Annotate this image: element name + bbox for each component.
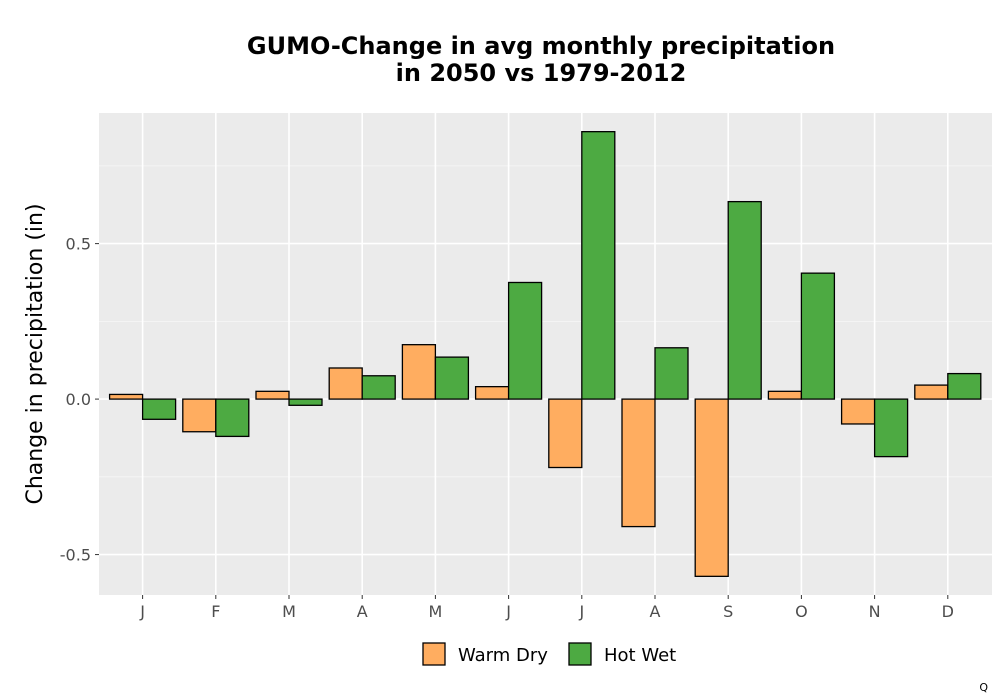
bar-hot-wet-11 bbox=[947, 372, 982, 400]
bar-warm-dry-0 bbox=[108, 393, 144, 400]
bar-hot-wet-10 bbox=[873, 398, 909, 458]
x-tick-label-3: A bbox=[357, 602, 368, 621]
bar-warm-dry-3 bbox=[328, 367, 363, 400]
y-axis-title: Change in precipitation (in) bbox=[23, 203, 48, 504]
x-tick-label-9: O bbox=[795, 602, 808, 621]
x-tick-label-4: M bbox=[428, 602, 442, 621]
x-tick-label-11: D bbox=[942, 602, 954, 621]
bar-hot-wet-5 bbox=[507, 281, 543, 400]
x-tick-label-8: S bbox=[723, 602, 733, 621]
bar-warm-dry-10 bbox=[840, 398, 876, 425]
bar-hot-wet-7 bbox=[654, 347, 689, 400]
bar-hot-wet-8 bbox=[727, 200, 762, 400]
y-tick-label-0: -0.5 bbox=[60, 546, 91, 565]
bar-warm-dry-9 bbox=[767, 390, 803, 400]
chart-title-line-2: in 2050 vs 1979-2012 bbox=[396, 59, 687, 87]
legend-swatch-hot-wet bbox=[568, 642, 592, 666]
bar-warm-dry-6 bbox=[548, 398, 583, 469]
x-tick-label-2: M bbox=[282, 602, 296, 621]
bar-warm-dry-4 bbox=[401, 344, 437, 400]
bar-hot-wet-1 bbox=[215, 398, 250, 438]
bar-warm-dry-2 bbox=[255, 390, 290, 400]
legend-swatch-warm-dry bbox=[422, 642, 446, 666]
bar-hot-wet-0 bbox=[141, 398, 177, 420]
plot-panel bbox=[99, 113, 992, 595]
bars bbox=[108, 131, 982, 577]
bar-hot-wet-4 bbox=[434, 356, 470, 400]
x-tick-label-1: F bbox=[211, 602, 220, 621]
y-tick-label-1: 0.0 bbox=[66, 390, 91, 409]
y-tick-label-2: 0.5 bbox=[66, 235, 91, 254]
x-tick-label-5: J bbox=[505, 602, 511, 621]
x-tick-label-7: A bbox=[650, 602, 661, 621]
x-tick-label-10: N bbox=[869, 602, 881, 621]
corner-mark: Q bbox=[979, 681, 988, 694]
bar-hot-wet-9 bbox=[800, 272, 836, 400]
bar-hot-wet-2 bbox=[288, 398, 323, 406]
bar-warm-dry-7 bbox=[621, 398, 656, 528]
x-tick-label-0: J bbox=[139, 602, 145, 621]
legend-label-hot-wet: Hot Wet bbox=[604, 645, 676, 666]
y-axis: -0.5 0.0 0.5 bbox=[60, 235, 99, 565]
bar-warm-dry-1 bbox=[182, 398, 217, 433]
bar-warm-dry-8 bbox=[694, 398, 729, 577]
bar-warm-dry-11 bbox=[914, 384, 949, 400]
x-tick-label-6: J bbox=[578, 602, 584, 621]
bar-warm-dry-5 bbox=[474, 386, 510, 400]
bar-hot-wet-3 bbox=[361, 375, 396, 400]
chart-title-line-1: GUMO-Change in avg monthly precipitation bbox=[247, 32, 835, 60]
legend-label-warm-dry: Warm Dry bbox=[458, 645, 548, 666]
legend: Warm Dry Hot Wet bbox=[422, 642, 676, 666]
bar-hot-wet-6 bbox=[581, 131, 616, 400]
